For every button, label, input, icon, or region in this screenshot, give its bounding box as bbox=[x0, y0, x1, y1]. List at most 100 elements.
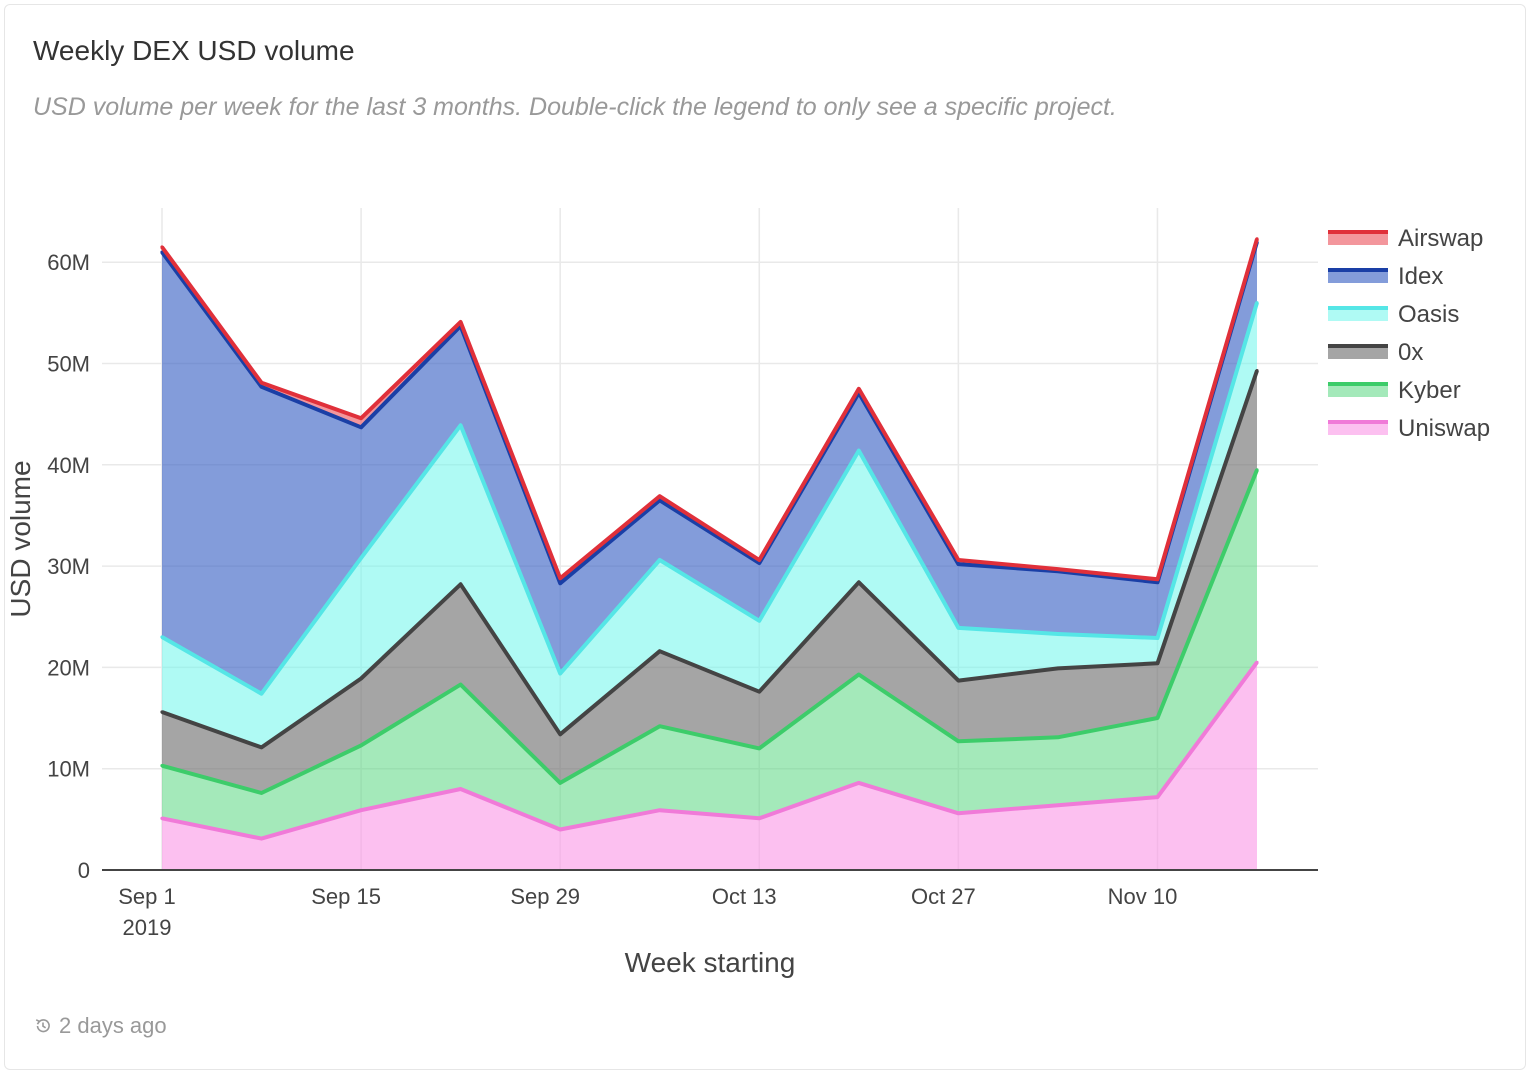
area-uniswap[interactable] bbox=[162, 662, 1257, 870]
point-0x bbox=[1056, 666, 1060, 671]
point-oasis bbox=[956, 626, 960, 630]
point-kyber bbox=[459, 683, 463, 687]
legend-item-0x[interactable]: 0x bbox=[1328, 339, 1423, 366]
point-uniswap bbox=[259, 836, 264, 841]
chart-title: Weekly DEX USD volume bbox=[33, 35, 355, 66]
point-idex bbox=[259, 385, 264, 389]
line-0x bbox=[161, 369, 1259, 750]
point-kyber bbox=[1255, 468, 1259, 472]
point-kyber bbox=[658, 724, 662, 728]
chart-subtitle: USD volume per week for the last 3 month… bbox=[33, 93, 1117, 121]
point-idex bbox=[558, 581, 562, 585]
point-0x bbox=[757, 690, 761, 694]
legend[interactable]: Airswap Idex Oasis 0x Kyber Uniswap bbox=[1328, 225, 1490, 442]
x-tick-label: Sep 1 bbox=[118, 884, 176, 909]
legend-item-idex[interactable]: Idex bbox=[1328, 263, 1443, 290]
point-uniswap bbox=[1155, 795, 1160, 799]
point-airswap bbox=[1255, 237, 1259, 241]
area-oasis[interactable] bbox=[162, 302, 1257, 748]
line-uniswap bbox=[161, 661, 1259, 841]
y-tick-label: 50M bbox=[47, 352, 90, 377]
area-kyber[interactable] bbox=[162, 469, 1257, 839]
legend-label: Uniswap bbox=[1398, 415, 1490, 442]
history-icon bbox=[33, 1016, 53, 1036]
last-updated: 2 days ago bbox=[33, 1013, 167, 1039]
point-0x bbox=[160, 710, 164, 714]
last-updated-text: 2 days ago bbox=[59, 1013, 167, 1038]
legend-label: Kyber bbox=[1398, 377, 1461, 404]
point-0x bbox=[558, 732, 562, 736]
point-oasis bbox=[658, 558, 662, 562]
point-0x bbox=[857, 580, 861, 584]
point-idex bbox=[359, 425, 363, 429]
point-oasis bbox=[757, 619, 761, 623]
axes: 0 10M 20M 30M 40M 50M 60M Sep 1 2019 Sep 15 Sep 29… bbox=[5, 250, 1318, 978]
point-airswap bbox=[1155, 577, 1160, 581]
point-oasis bbox=[160, 635, 164, 639]
y-tick-label: 60M bbox=[47, 250, 90, 275]
point-airswap bbox=[459, 320, 463, 324]
point-airswap bbox=[757, 558, 761, 562]
area-layers bbox=[162, 238, 1257, 870]
x-tick-label: Sep 29 bbox=[510, 884, 580, 909]
x-tick-label: Oct 27 bbox=[911, 884, 976, 909]
point-0x bbox=[658, 649, 662, 653]
point-0x bbox=[956, 678, 960, 683]
point-airswap bbox=[359, 416, 363, 420]
y-tick-label: 40M bbox=[47, 453, 90, 478]
point-uniswap bbox=[1255, 660, 1259, 664]
point-uniswap bbox=[160, 816, 164, 820]
series-lines bbox=[160, 237, 1259, 841]
point-oasis bbox=[1056, 632, 1060, 636]
legend-swatch bbox=[1328, 231, 1388, 245]
point-oasis bbox=[259, 692, 264, 696]
x-tick-label: Sep 15 bbox=[311, 884, 381, 909]
point-kyber bbox=[757, 746, 761, 751]
legend-swatch bbox=[1328, 383, 1388, 397]
legend-item-oasis[interactable]: Oasis bbox=[1328, 301, 1459, 328]
line-airswap bbox=[160, 238, 1259, 582]
point-uniswap bbox=[558, 827, 562, 832]
x-tick-label: Nov 10 bbox=[1108, 884, 1178, 909]
point-0x bbox=[259, 745, 264, 750]
point-uniswap bbox=[857, 781, 861, 785]
point-airswap bbox=[1056, 567, 1060, 571]
y-tick-label: 30M bbox=[47, 554, 90, 579]
point-oasis bbox=[1255, 301, 1259, 305]
y-tick-label: 20M bbox=[47, 655, 90, 680]
point-0x bbox=[359, 676, 363, 681]
area-0x[interactable] bbox=[162, 370, 1257, 793]
point-airswap bbox=[658, 494, 662, 498]
legend-swatch bbox=[1328, 345, 1388, 359]
point-0x bbox=[1255, 368, 1259, 373]
point-kyber bbox=[1155, 716, 1160, 720]
point-airswap bbox=[259, 381, 264, 385]
point-oasis bbox=[857, 449, 861, 453]
point-kyber bbox=[558, 781, 562, 785]
legend-label: Oasis bbox=[1398, 301, 1459, 328]
legend-item-kyber[interactable]: Kyber bbox=[1328, 377, 1461, 404]
point-uniswap bbox=[658, 808, 662, 812]
point-kyber bbox=[857, 672, 861, 677]
point-0x bbox=[1155, 661, 1160, 665]
x-axis-title: Week starting bbox=[625, 947, 796, 978]
x-tick-sublabel: 2019 bbox=[123, 915, 172, 940]
point-uniswap bbox=[956, 811, 960, 815]
point-oasis bbox=[1155, 636, 1160, 640]
area-idex[interactable] bbox=[162, 241, 1257, 694]
legend-swatch bbox=[1328, 421, 1388, 435]
line-oasis bbox=[161, 302, 1259, 696]
legend-swatch bbox=[1328, 269, 1388, 283]
point-airswap bbox=[956, 558, 960, 562]
legend-swatch bbox=[1328, 307, 1388, 321]
point-airswap bbox=[160, 245, 164, 249]
point-kyber bbox=[359, 743, 363, 748]
legend-item-uniswap[interactable]: Uniswap bbox=[1328, 415, 1490, 442]
x-tick-label: Oct 13 bbox=[712, 884, 777, 909]
y-tick-label: 0 bbox=[78, 858, 90, 883]
legend-item-airswap[interactable]: Airswap bbox=[1328, 225, 1483, 252]
point-uniswap bbox=[757, 816, 761, 820]
point-idex bbox=[757, 561, 761, 565]
point-idex bbox=[1155, 580, 1160, 584]
